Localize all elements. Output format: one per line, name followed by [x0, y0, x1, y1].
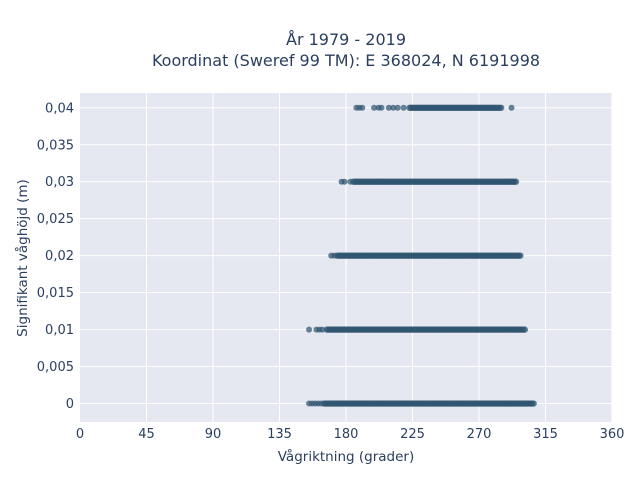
data-points — [306, 104, 537, 407]
x-tick-label: 315 — [533, 427, 558, 442]
y-tick-label: 0,025 — [37, 212, 74, 227]
x-axis-ticks: 0 45 90 135 180 225 270 315 360 — [76, 427, 625, 442]
chart-title-line-1: År 1979 - 2019 — [286, 30, 406, 49]
data-point — [497, 104, 505, 111]
y-tick-label: 0,03 — [45, 175, 74, 190]
x-tick-label: 225 — [400, 427, 425, 442]
y-axis-ticks: 0 0,005 0,01 0,015 0,02 0,025 0,03 0,035 0,04 — [37, 101, 74, 412]
y-tick-label: 0,015 — [37, 286, 74, 301]
y-tick-label: 0,035 — [37, 138, 74, 153]
x-tick-label: 135 — [267, 427, 292, 442]
y-tick-label: 0,01 — [45, 323, 74, 338]
data-point — [394, 104, 401, 111]
x-tick-label: 45 — [138, 427, 155, 442]
y-axis-title: Signifikant våghöjd (m) — [14, 179, 31, 337]
x-tick-label: 360 — [600, 427, 625, 442]
data-point — [359, 104, 366, 111]
data-point — [400, 104, 407, 111]
data-point — [385, 104, 392, 111]
data-point — [508, 104, 515, 111]
data-point — [319, 326, 326, 333]
x-tick-label: 90 — [205, 427, 222, 442]
data-point — [306, 326, 313, 333]
data-point — [378, 104, 385, 111]
chart-title-line-2: Koordinat (Sweref 99 TM): E 368024, N 61… — [152, 51, 540, 70]
data-point — [517, 252, 524, 259]
x-tick-label: 270 — [467, 427, 492, 442]
y-tick-label: 0,04 — [45, 101, 74, 116]
x-tick-label: 0 — [76, 427, 84, 442]
x-axis-title: Vågriktning (grader) — [278, 448, 415, 465]
y-tick-label: 0,005 — [37, 360, 74, 375]
y-tick-label: 0 — [66, 397, 74, 412]
data-point — [341, 178, 348, 185]
y-tick-label: 0,02 — [45, 249, 74, 264]
data-point — [371, 104, 378, 111]
data-point — [512, 178, 520, 185]
data-point — [521, 326, 529, 333]
data-point — [530, 400, 537, 407]
x-tick-label: 180 — [334, 427, 359, 442]
data-point — [390, 104, 397, 111]
